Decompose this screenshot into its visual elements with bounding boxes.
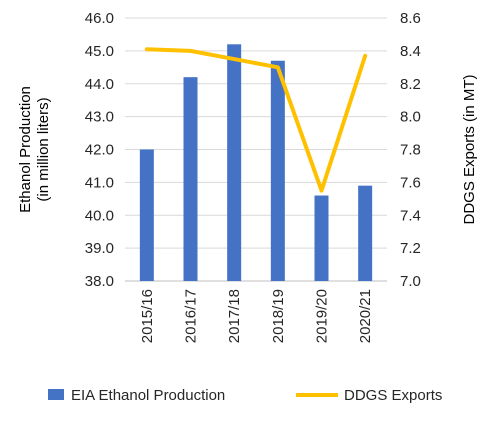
left-tick-label: 46.0	[85, 10, 114, 27]
right-axis-title-text: DDGS Exports (in MT)	[461, 74, 478, 224]
category-label: 2016/17	[183, 289, 200, 343]
category-label: 2018/19	[270, 289, 287, 343]
bar	[314, 195, 329, 281]
left-tick-label: 40.0	[85, 207, 114, 224]
left-tick-label: 44.0	[85, 76, 114, 93]
left-tick-label: 43.0	[85, 109, 114, 126]
right-tick-label: 7.0	[400, 273, 421, 290]
category-labels: 2015/16 2016/17 2017/18 2018/19 2019/20 2020/…	[139, 289, 374, 343]
right-tick-label: 7.6	[400, 174, 421, 191]
ddgs-line	[144, 47, 368, 193]
right-tick-label: 7.4	[400, 207, 421, 224]
left-axis-title-line: (in million liters)	[35, 97, 52, 201]
left-tick-label: 42.0	[85, 142, 114, 159]
left-tick-label: 41.0	[85, 174, 114, 191]
right-tick-label: 7.8	[400, 142, 421, 159]
legend: EIA Ethanol Production DDGS Exports	[48, 387, 442, 404]
category-label: 2017/18	[226, 289, 243, 343]
line-series	[144, 47, 368, 193]
category-label: 2020/21	[357, 289, 374, 343]
left-axis-title: Ethanol Production(in million liters)	[17, 86, 52, 213]
left-axis-ticks: 38.0 39.0 40.0 41.0 42.0 43.0 44.0 45.0 46.0	[85, 10, 114, 290]
category-label: 2019/20	[314, 289, 331, 343]
right-tick-label: 8.0	[400, 109, 421, 126]
bar	[183, 77, 198, 281]
right-axis-title: DDGS Exports (in MT)	[461, 74, 478, 224]
bar	[270, 60, 285, 281]
bar	[358, 185, 373, 281]
right-tick-label: 8.6	[400, 10, 421, 27]
legend-label-line: DDGS Exports	[344, 387, 442, 404]
right-tick-label: 8.2	[400, 76, 421, 93]
right-axis-ticks: 7.0 7.2 7.4 7.6 7.8 8.0 8.2 8.4 8.6	[400, 10, 421, 290]
left-tick-label: 39.0	[85, 240, 114, 257]
right-tick-label: 8.4	[400, 43, 421, 60]
left-axis-title-line: Ethanol Production	[17, 86, 34, 213]
legend-label-bar: EIA Ethanol Production	[71, 387, 225, 404]
bar	[227, 44, 242, 281]
bar-series	[139, 44, 373, 281]
category-label: 2015/16	[139, 289, 156, 343]
bar	[139, 149, 154, 281]
left-tick-label: 45.0	[85, 43, 114, 60]
right-tick-label: 7.2	[400, 240, 421, 257]
legend-swatch-bar	[48, 389, 64, 400]
left-tick-label: 38.0	[85, 273, 114, 290]
left-axis-title-text: Ethanol Production(in million liters)	[17, 86, 52, 213]
gridlines	[125, 17, 387, 282]
